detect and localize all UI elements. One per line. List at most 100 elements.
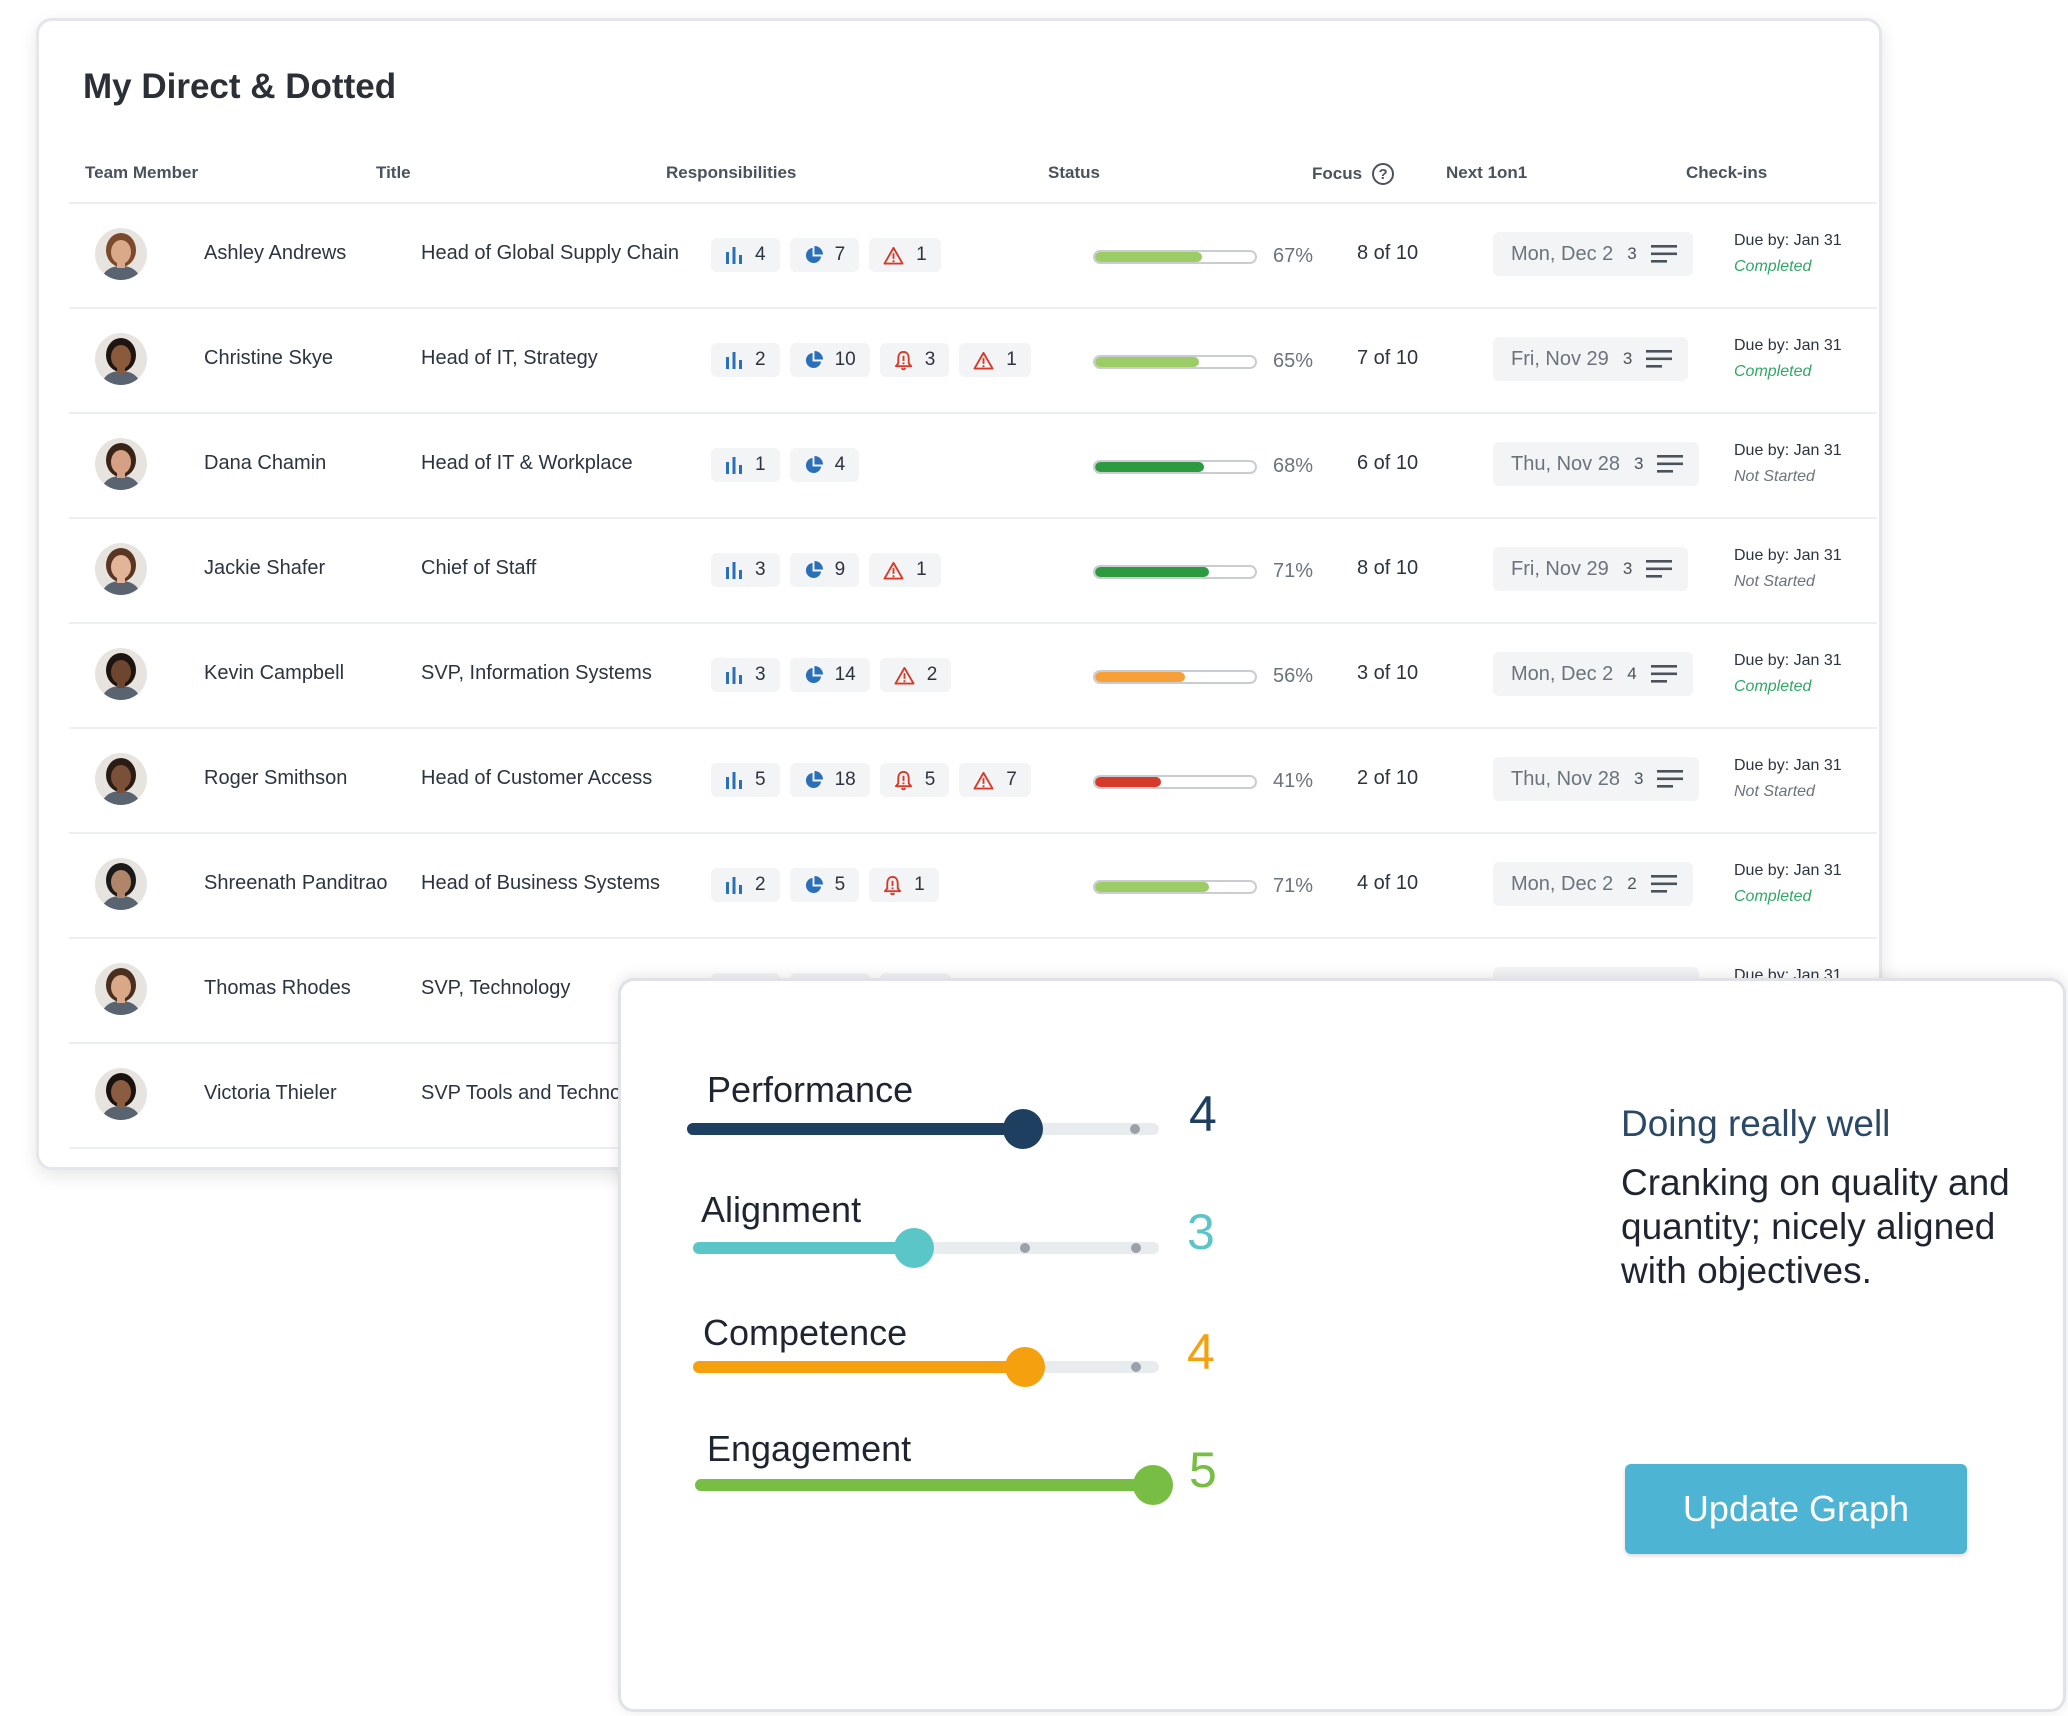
status-progress: 65% <box>1093 350 1313 373</box>
member-name[interactable]: Ashley Andrews <box>204 242 347 264</box>
bell-alert-icon <box>894 770 912 790</box>
focus-score: 6 of 10 <box>1357 452 1419 474</box>
update-graph-button[interactable]: Update Graph <box>1625 1464 1967 1554</box>
checkin[interactable]: Due by: Jan 31 Not Started <box>1734 547 1842 591</box>
metrics-chip[interactable]: 4 <box>711 238 780 272</box>
alert-chip[interactable]: 5 <box>879 763 950 797</box>
metrics-chip[interactable]: 5 <box>711 763 780 797</box>
risk-chip[interactable]: 2 <box>879 658 952 692</box>
objectives-chip[interactable]: 18 <box>789 763 870 797</box>
notes-icon[interactable] <box>1650 874 1677 894</box>
member-name[interactable]: Thomas Rhodes <box>204 977 351 999</box>
slider-knob[interactable] <box>1133 1465 1173 1505</box>
metrics-chip[interactable]: 2 <box>711 868 780 902</box>
member-name[interactable]: Shreenath Panditrao <box>204 872 388 894</box>
next-1on1[interactable]: Mon, Dec 2 4 <box>1493 652 1693 696</box>
progress-bar-fill <box>1095 461 1204 472</box>
next-1on1[interactable]: Mon, Dec 2 3 <box>1493 232 1693 276</box>
risk-chip[interactable]: 1 <box>869 553 941 587</box>
metric-slider[interactable] <box>693 1228 1159 1268</box>
table-row[interactable]: Kevin Campbell SVP, Information Systems … <box>69 622 1877 727</box>
metric-slider[interactable] <box>695 1465 1173 1505</box>
table-row[interactable]: Ashley Andrews Head of Global Supply Cha… <box>69 202 1877 307</box>
notes-icon[interactable] <box>1646 349 1673 369</box>
member-title: Head of Business Systems <box>421 872 660 894</box>
next-1on1[interactable]: Thu, Nov 28 3 <box>1493 442 1700 486</box>
slider-knob[interactable] <box>894 1228 934 1268</box>
slider-knob[interactable] <box>1005 1347 1045 1387</box>
notes-icon[interactable] <box>1646 559 1673 579</box>
notes-icon[interactable] <box>1657 769 1684 789</box>
slider-step-dot[interactable] <box>1131 1362 1141 1372</box>
checkin[interactable]: Due by: Jan 31 Completed <box>1734 652 1842 696</box>
bar-chart-icon <box>726 352 742 369</box>
checkin[interactable]: Due by: Jan 31 Completed <box>1734 862 1842 906</box>
metric-slider[interactable] <box>687 1109 1159 1149</box>
checkin-status: Completed <box>1734 258 1812 275</box>
column-header-next-1on1[interactable]: Next 1on1 <box>1446 163 1528 182</box>
next-1on1[interactable]: Fri, Nov 29 3 <box>1493 337 1689 381</box>
slider-knob[interactable] <box>1003 1109 1043 1149</box>
checkin[interactable]: Due by: Jan 31 Completed <box>1734 232 1842 276</box>
next-1on1[interactable]: Mon, Dec 2 2 <box>1493 862 1693 906</box>
column-header-status[interactable]: Status <box>1048 163 1100 182</box>
member-name[interactable]: Christine Skye <box>204 347 333 369</box>
notes-icon[interactable] <box>1650 664 1677 684</box>
checkin-due: Due by: Jan 31 <box>1734 232 1842 249</box>
risk-chip[interactable]: 1 <box>869 238 941 272</box>
column-header-focus[interactable]: Focus ? <box>1312 163 1395 185</box>
member-name[interactable]: Victoria Thieler <box>204 1082 337 1104</box>
member-name[interactable]: Roger Smithson <box>204 767 348 789</box>
checkin[interactable]: Due by: Jan 31 Completed <box>1734 337 1842 381</box>
member-title: Head of IT & Workplace <box>421 452 633 474</box>
slider-step-dot[interactable] <box>1131 1243 1141 1253</box>
objectives-chip[interactable]: 5 <box>789 868 860 902</box>
alert-chip[interactable]: 1 <box>869 868 939 902</box>
next-1on1[interactable]: Fri, Nov 29 3 <box>1493 547 1689 591</box>
member-name[interactable]: Dana Chamin <box>204 452 327 474</box>
member-title: SVP, Technology <box>421 977 571 999</box>
slider-step-dot[interactable] <box>1020 1243 1030 1253</box>
metrics-chip[interactable]: 3 <box>711 658 780 692</box>
column-header-member[interactable]: Team Member <box>85 163 199 182</box>
risk-chip[interactable]: 1 <box>959 343 1031 377</box>
progress-bar-fill <box>1095 356 1199 367</box>
checkin[interactable]: Due by: Jan 31 Not Started <box>1734 442 1842 486</box>
column-header-title[interactable]: Title <box>376 163 411 182</box>
pie-chart-icon <box>805 875 823 893</box>
objectives-chip[interactable]: 10 <box>789 343 870 377</box>
column-header-responsibilities[interactable]: Responsibilities <box>666 163 797 182</box>
bar-chart-icon <box>726 667 742 684</box>
table-row[interactable]: Christine Skye Head of IT, Strategy 2 10… <box>69 307 1877 412</box>
table-row[interactable]: Jackie Shafer Chief of Staff 3 9 1 71% 8… <box>69 517 1877 622</box>
table-row[interactable]: Dana Chamin Head of IT & Workplace 1 4 6… <box>69 412 1877 517</box>
member-name[interactable]: Jackie Shafer <box>204 557 326 579</box>
objectives-chip[interactable]: 4 <box>789 448 860 482</box>
next-1on1-date: Thu, Nov 28 <box>1511 767 1620 790</box>
alert-chip[interactable]: 3 <box>879 343 950 377</box>
metric-value: 4 <box>1187 1324 1215 1380</box>
checkin[interactable]: Due by: Jan 31 Not Started <box>1734 757 1842 801</box>
metrics-chip[interactable]: 3 <box>711 553 780 587</box>
next-1on1[interactable]: Thu, Nov 28 3 <box>1493 757 1700 801</box>
column-header-checkins[interactable]: Check-ins <box>1686 163 1768 182</box>
objectives-chip[interactable]: 14 <box>789 658 870 692</box>
objectives-chip[interactable]: 9 <box>789 553 860 587</box>
risk-chip[interactable]: 7 <box>959 763 1031 797</box>
progress-percent: 65% <box>1273 350 1314 372</box>
slider-step-dot[interactable] <box>1130 1124 1140 1134</box>
avatar <box>95 648 147 700</box>
member-name[interactable]: Kevin Campbell <box>204 662 345 684</box>
focus-score: 7 of 10 <box>1357 347 1419 369</box>
table-row[interactable]: Roger Smithson Head of Customer Access 5… <box>69 727 1877 832</box>
card-title: My Direct & Dotted <box>83 67 397 106</box>
table-row[interactable]: Shreenath Panditrao Head of Business Sys… <box>69 832 1877 937</box>
metrics-chip[interactable]: 2 <box>711 343 780 377</box>
metric-slider[interactable] <box>693 1347 1159 1387</box>
metrics-chip[interactable]: 1 <box>711 448 780 482</box>
notes-icon[interactable] <box>1650 244 1677 264</box>
notes-icon[interactable] <box>1657 454 1684 474</box>
checkin-due: Due by: Jan 31 <box>1734 862 1842 879</box>
objectives-chip[interactable]: 7 <box>789 238 860 272</box>
help-icon[interactable]: ? <box>1372 163 1395 185</box>
